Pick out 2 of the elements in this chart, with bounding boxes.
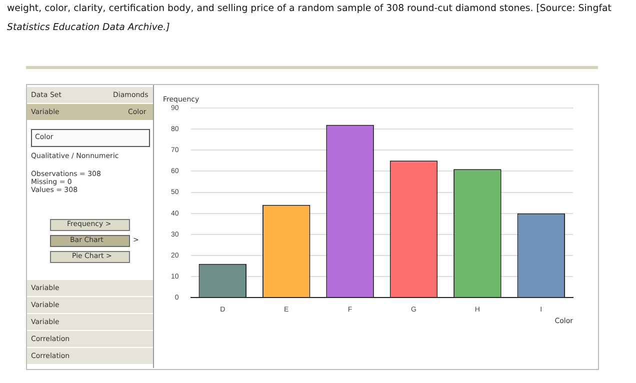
text: weight, color, clarity, certification body, and selling price of a random sample of 308 round-cut diamond stones. [Source: Singfat [7,3,612,14]
text: Statistics Education Data Archive.] [7,22,170,33]
